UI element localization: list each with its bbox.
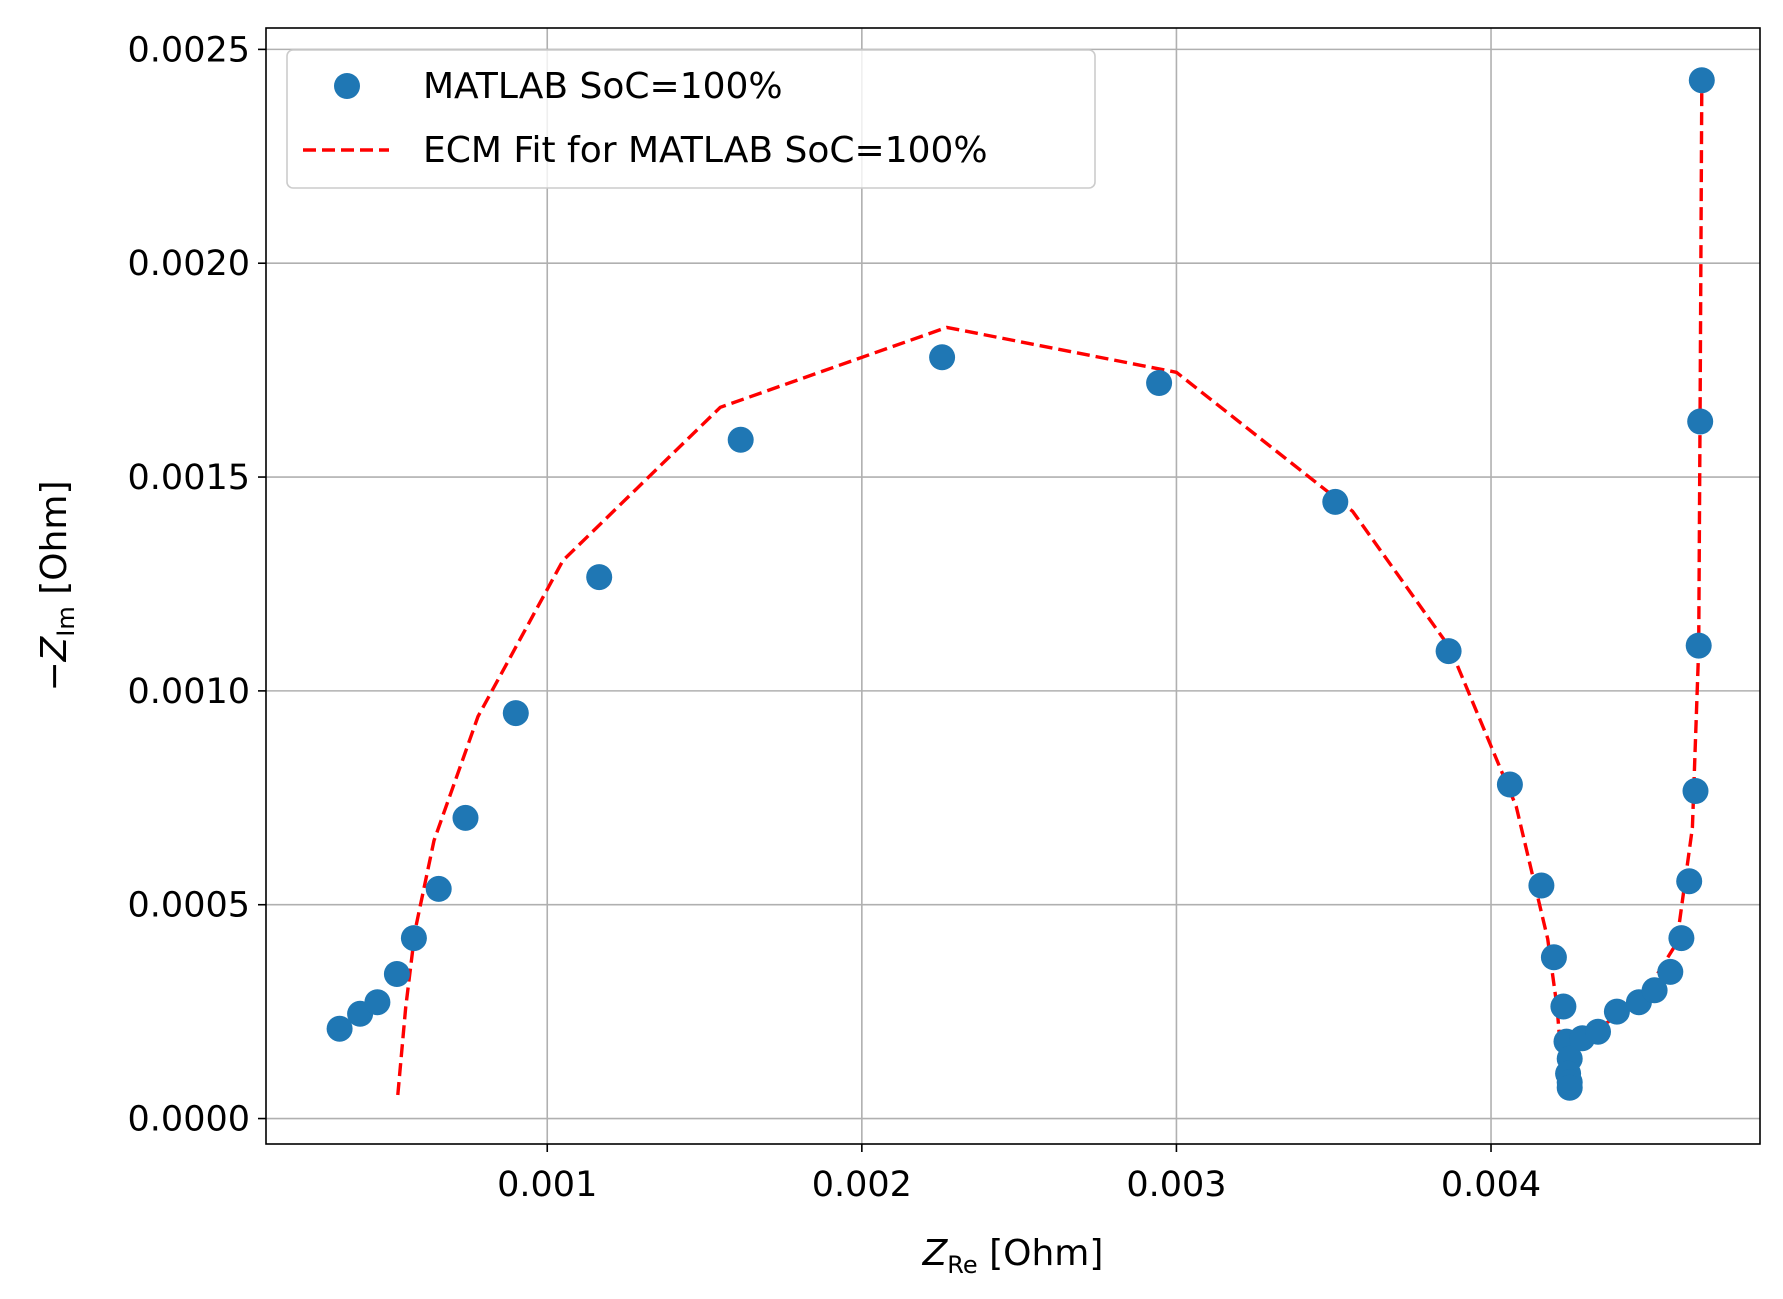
y-tick-label: 0.0015 bbox=[128, 458, 250, 498]
data-point bbox=[929, 344, 956, 371]
data-point bbox=[727, 426, 754, 453]
data-point bbox=[400, 925, 427, 952]
y-tick-label: 0.0005 bbox=[128, 886, 250, 926]
data-point bbox=[1540, 944, 1567, 971]
data-point bbox=[1641, 977, 1668, 1004]
y-tick-label: 0.0020 bbox=[128, 244, 250, 284]
ecm-fit-line bbox=[396, 83, 1704, 1096]
data-point bbox=[502, 700, 529, 727]
data-point bbox=[1685, 632, 1712, 659]
plot-frame bbox=[265, 27, 1761, 1145]
y-axis-label: −ZIm [Ohm] bbox=[34, 480, 80, 691]
x-tick-label: 0.001 bbox=[497, 1165, 597, 1205]
data-point bbox=[364, 989, 391, 1016]
axis-ticks: 0.001 0.002 0.003 0.004 0.0000 0.0005 0.0010 0.… bbox=[128, 30, 1542, 1205]
x-tick-label: 0.004 bbox=[1441, 1165, 1541, 1205]
legend-label-matlab: MATLAB SoC=100% bbox=[423, 66, 783, 107]
grid bbox=[266, 28, 1760, 1144]
x-tick-label: 0.003 bbox=[1126, 1165, 1226, 1205]
y-tick-label: 0.0000 bbox=[128, 1100, 250, 1140]
data-point bbox=[1603, 998, 1630, 1025]
legend: MATLAB SoC=100% ECM Fit for MATLAB SoC=1… bbox=[286, 49, 1096, 189]
data-point bbox=[1657, 958, 1684, 985]
data-point bbox=[1435, 638, 1462, 665]
legend-label-ecm-fit: ECM Fit for MATLAB SoC=100% bbox=[423, 130, 988, 171]
data-point bbox=[1556, 1074, 1583, 1101]
data-point bbox=[1682, 778, 1709, 804]
data-point bbox=[425, 875, 452, 902]
data-point bbox=[1585, 1018, 1611, 1045]
data-point bbox=[326, 1015, 353, 1042]
y-tick-label: 0.0025 bbox=[128, 30, 250, 70]
data-point bbox=[452, 804, 479, 831]
x-tick-label: 0.002 bbox=[812, 1165, 912, 1205]
data-point bbox=[1668, 925, 1695, 952]
ecm-fit-series bbox=[396, 83, 1704, 1096]
data-point bbox=[1528, 872, 1555, 899]
data-point bbox=[1322, 488, 1349, 515]
data-point bbox=[1146, 370, 1173, 396]
data-point bbox=[1676, 868, 1703, 895]
legend-marker-matlab bbox=[334, 73, 360, 99]
legend-box bbox=[286, 49, 1096, 189]
data-point bbox=[1550, 993, 1577, 1020]
data-point bbox=[586, 564, 613, 591]
data-point bbox=[383, 961, 410, 987]
data-point bbox=[1688, 67, 1715, 94]
matlab-series bbox=[326, 67, 1715, 1101]
data-point bbox=[1496, 771, 1523, 798]
data-point bbox=[1687, 408, 1714, 435]
y-tick-label: 0.0010 bbox=[128, 672, 250, 712]
x-axis-label: ZRe [Ohm] bbox=[922, 1233, 1104, 1279]
